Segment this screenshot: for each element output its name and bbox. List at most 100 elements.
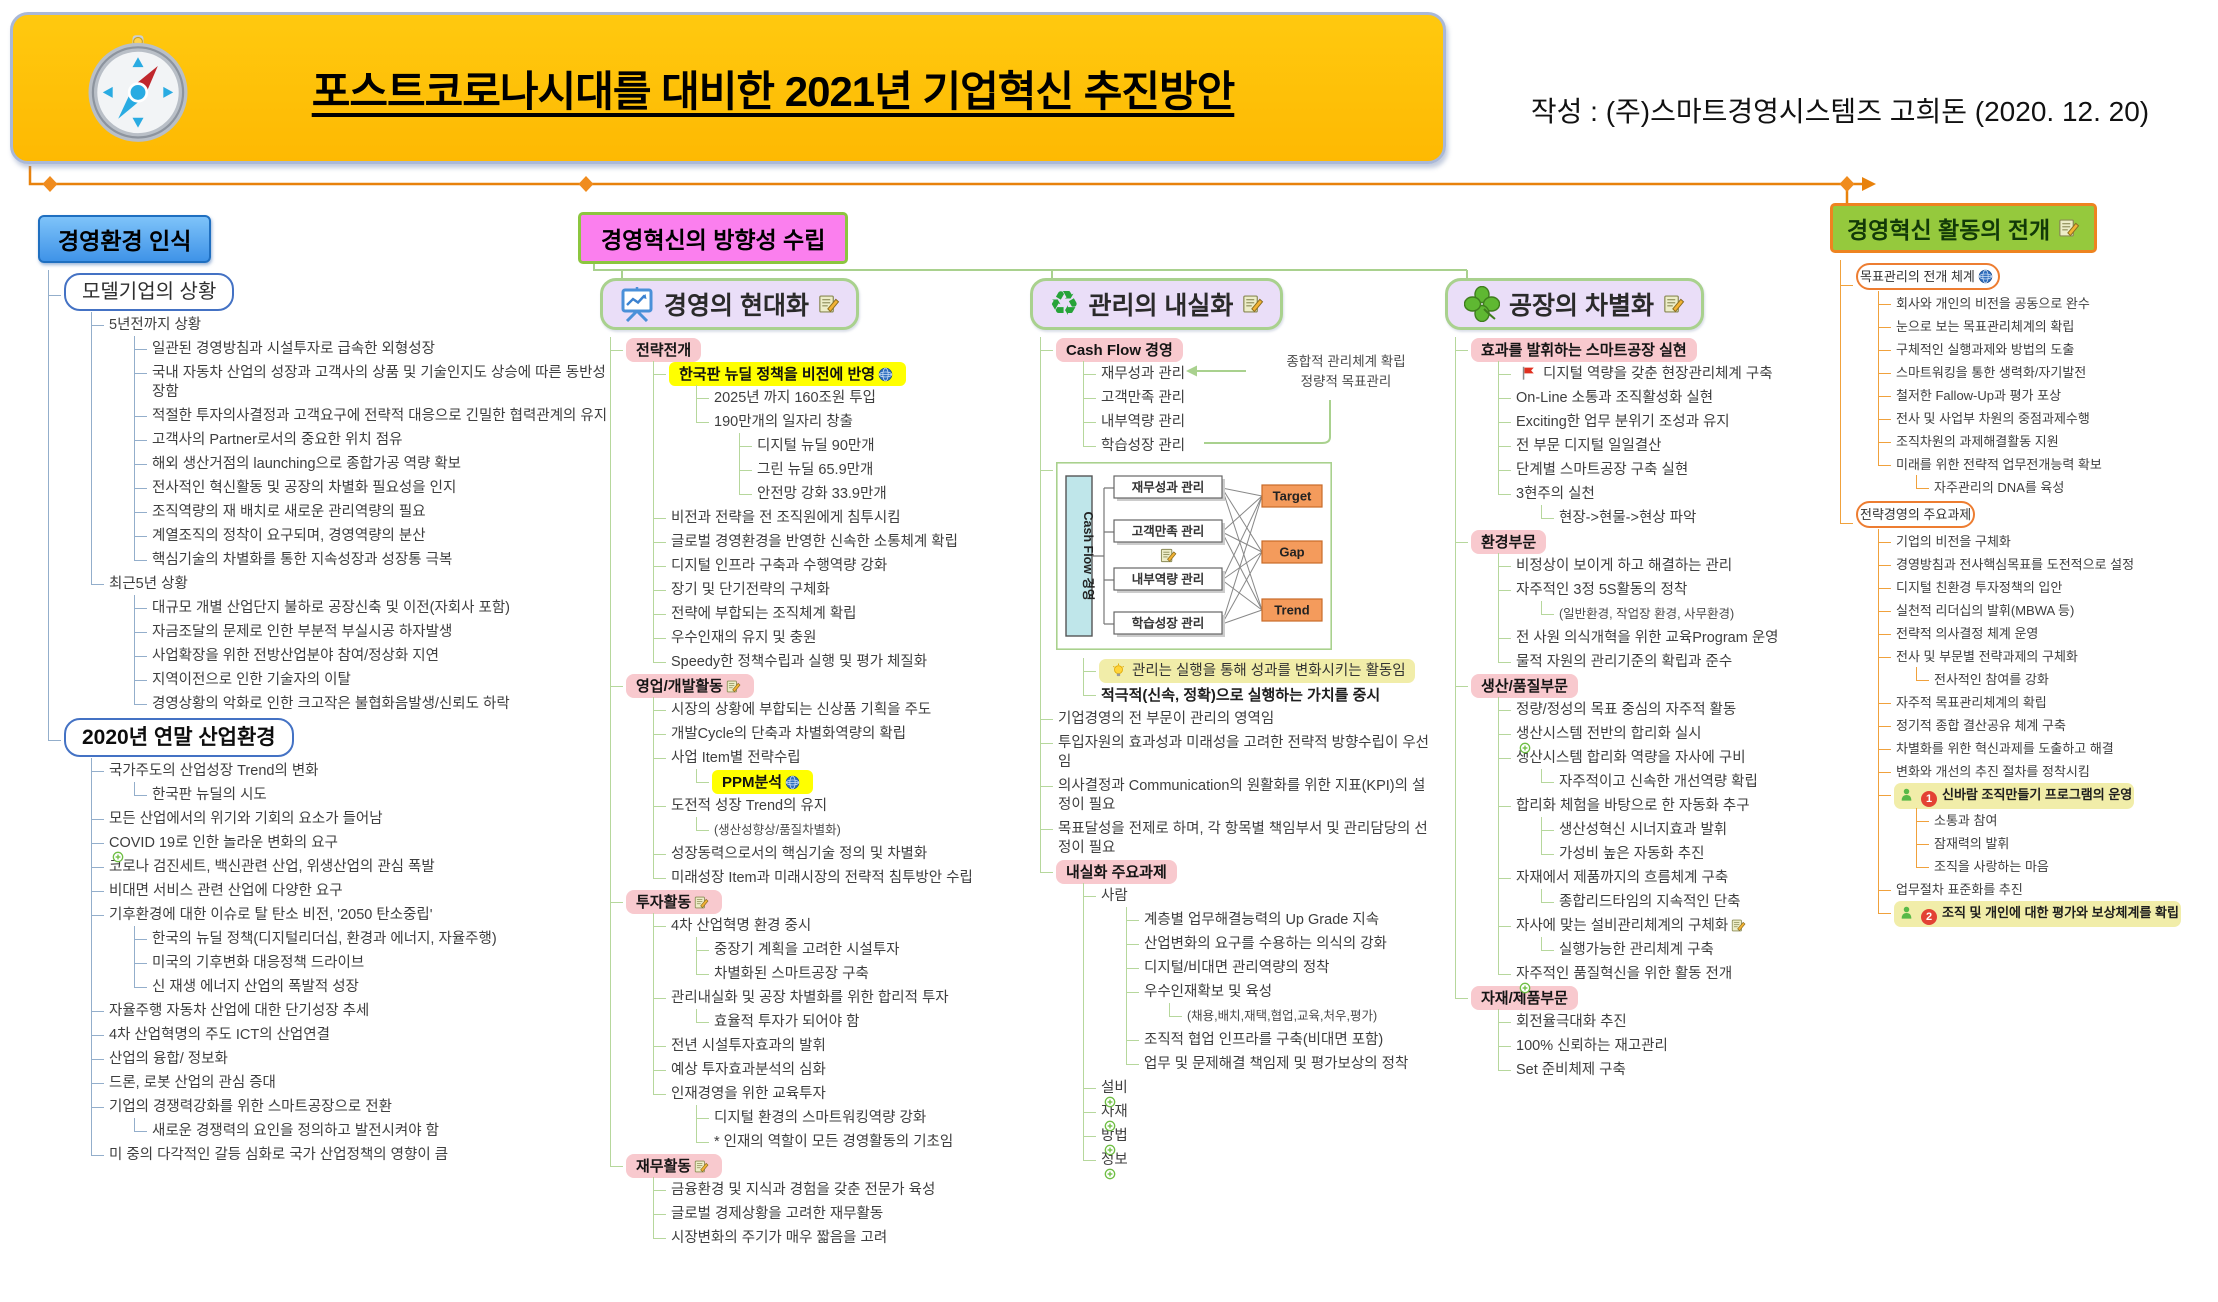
branch-environment-root[interactable]: 경영환경 인식	[38, 215, 212, 263]
tree-node[interactable]: 글로벌 경영환경을 반영한 신속한 소통체계 확립	[669, 530, 960, 554]
tree-node[interactable]: 디지털 역량을 갖춘 현장관리체계 구축	[1514, 362, 1775, 386]
tree-node[interactable]: 디지털 환경의 스마트워킹역량 강화	[712, 1106, 928, 1130]
tree-node[interactable]: 최근5년 상황	[107, 572, 190, 596]
tree-node[interactable]: * 인재의 역할이 모든 경영활동의 기초임	[712, 1130, 955, 1154]
tree-node[interactable]: 자주적인 품질혁신을 위한 활동 전개	[1514, 962, 1734, 986]
tree-node[interactable]: 전사 및 사업부 차원의 중점과제수행	[1894, 407, 2092, 430]
tree-node[interactable]: 업무절차 표준화를 추진	[1894, 878, 2025, 901]
tree-node[interactable]: 조직적 협업 인프라를 구축(비대면 포함)	[1142, 1028, 1385, 1052]
tree-node[interactable]: 생산/품질부문	[1471, 674, 1578, 698]
tree-node[interactable]: 모든 산업에서의 위기와 기회의 요소가 들어남	[107, 807, 385, 831]
tree-node[interactable]: 디지털 인프라 구축과 수행역량 강화	[669, 554, 889, 578]
tree-node[interactable]: 회전율극대화 추진	[1514, 1010, 1629, 1034]
tree-node[interactable]: 미래를 위한 전략적 업무전개능력 확보	[1894, 453, 2104, 476]
tree-node[interactable]: 국내 자동차 산업의 성장과 고객사의 상품 및 기술인지도 상승에 따른 동반…	[150, 361, 610, 404]
tree-node[interactable]: 한국판 뉴딜 정책을 비전에 반영	[669, 362, 907, 386]
tree-node[interactable]: (일반환경, 작업장 환경, 사무환경)	[1557, 602, 1736, 626]
tree-node[interactable]: 효과를 발휘하는 스마트공장 실현	[1471, 338, 1697, 362]
tree-node[interactable]: 설비	[1099, 1076, 1130, 1100]
tree-node[interactable]: 자재에서 제품까지의 흐름체계 구축	[1514, 866, 1730, 890]
tree-node[interactable]: 2 조직 및 개인에 대한 평가와 보상체계를 확립	[1894, 901, 2181, 927]
tree-node[interactable]: 미 중의 다각적인 갈등 심화로 국가 산업정책의 영향이 큼	[107, 1143, 450, 1167]
tree-node[interactable]: 4차 산업혁명 환경 중시	[669, 914, 813, 938]
tree-node[interactable]: 4차 산업혁명의 주도 ICT의 산업연결	[107, 1023, 332, 1047]
tree-node[interactable]: 안전망 강화 33.9만개	[755, 482, 889, 506]
tree-node[interactable]: 생산성혁신 시너지효과 발휘	[1557, 818, 1729, 842]
tree-node[interactable]: 전사 및 부문별 전략과제의 구체화	[1894, 645, 2080, 668]
globe-icon[interactable]	[878, 367, 893, 382]
tree-node[interactable]: 산업의 융합/ 정보화	[107, 1047, 230, 1071]
tree-node[interactable]: 투자활동	[626, 890, 723, 914]
tree-node[interactable]: 자재/제품부문	[1471, 986, 1578, 1010]
note-icon[interactable]	[726, 679, 741, 694]
tree-node[interactable]: 중장기 계획을 고려한 시설투자	[712, 938, 902, 962]
note-icon[interactable]	[694, 895, 709, 910]
tree-node[interactable]: 한국판 뉴딜의 시도	[150, 783, 269, 807]
globe-icon[interactable]	[785, 775, 800, 790]
tree-node[interactable]: 관리는 실행을 통해 성과를 변화시키는 활동임	[1099, 659, 1415, 683]
tree-node[interactable]: 경영상황의 악화로 인한 크고작은 불협화음발생/신뢰도 하락	[150, 692, 512, 716]
tree-node[interactable]: PPM분석	[712, 770, 814, 794]
tree-node[interactable]: 전략에 부합되는 조직체계 확립	[669, 602, 859, 626]
tree-node[interactable]: 종합리드타임의 지속적인 단축	[1557, 890, 1742, 914]
tree-node[interactable]: 전 부문 디지털 일일결산	[1514, 434, 1664, 458]
tree-node[interactable]: Speedy한 정책수립과 실행 및 평가 체질화	[669, 650, 929, 674]
tree-node[interactable]: 전 사원 의식개혁을 위한 교육Program 운영	[1514, 626, 1781, 650]
tree-node[interactable]: 회사와 개인의 비전을 공동으로 완수	[1894, 292, 2092, 315]
tree-node[interactable]: 투입자원의 효과성과 미래성을 고려한 전략적 방향수립이 우선임	[1056, 731, 1438, 774]
tree-node[interactable]: 차별화된 스마트공장 구축	[712, 962, 871, 986]
tree-node[interactable]: 사람	[1099, 884, 1130, 908]
tree-node[interactable]: 미국의 기후변화 대응정책 드라이브	[150, 951, 366, 975]
tree-node[interactable]: 재무성과 관리	[1099, 362, 1187, 386]
tree-node[interactable]: 경영방침과 전사핵심목표를 도전적으로 설정	[1894, 553, 2136, 576]
tree-node[interactable]: 기업의 비전을 구체화	[1894, 530, 2013, 553]
tree-node[interactable]: 성장동력으로서의 핵심기술 정의 및 차별화	[669, 842, 929, 866]
tree-node[interactable]: 목표달성을 전제로 하며, 각 항목별 책임부서 및 관리담당의 선정이 필요	[1056, 817, 1438, 860]
tree-node[interactable]: 비전과 전략을 전 조직원에게 침투시킴	[669, 506, 903, 530]
tree-node[interactable]: 디지털 뉴딜 90만개	[755, 434, 877, 458]
tree-node[interactable]: 일관된 경영방침과 시설투자로 급속한 외형성장	[150, 337, 437, 361]
expand-icon[interactable]	[1104, 1120, 1116, 1132]
note-icon[interactable]	[1663, 293, 1685, 315]
tree-node[interactable]: 차별화를 위한 혁신과제를 도출하고 해결	[1894, 737, 2116, 760]
tree-node[interactable]: 단계별 스마트공장 구축 실현	[1514, 458, 1690, 482]
tree-node[interactable]: 적극적(신속, 정확)으로 실행하는 가치를 중시	[1099, 683, 1382, 707]
tree-node[interactable]: 대규모 개별 산업단지 불하로 공장신축 및 이전(자회사 포함)	[150, 596, 512, 620]
tree-node[interactable]: 생산시스템 합리화 역량을 자사에 구비	[1514, 746, 1748, 770]
tree-node[interactable]: 영업/개발활동	[626, 674, 754, 698]
tree-node[interactable]: 금융환경 및 지식과 경험을 갖춘 전문가 육성	[669, 1178, 937, 1202]
branch-internal-header[interactable]: ♻ 관리의 내실화	[1030, 278, 1284, 330]
tree-node[interactable]: 5년전까지 상황	[107, 313, 203, 337]
tree-node[interactable]: 고객사의 Partner로서의 중요한 위치 점유	[150, 428, 404, 452]
tree-node[interactable]: 물적 자원의 관리기준의 확립과 준수	[1514, 650, 1734, 674]
tree-node[interactable]: 시장변화의 주기가 매우 짧음을 고려	[669, 1226, 889, 1250]
tree-node[interactable]: 목표관리의 전개 체계	[1856, 263, 2000, 290]
tree-node[interactable]: 그린 뉴딜 65.9만개	[755, 458, 875, 482]
tree-node[interactable]: 지역이전으로 인한 기술자의 이탈	[150, 668, 353, 692]
tree-node[interactable]: 의사결정과 Communication의 원활화를 위한 지표(KPI)의 설정…	[1056, 774, 1438, 817]
tree-node[interactable]: 장기 및 단기전략의 구체화	[669, 578, 832, 602]
tree-node[interactable]: 자율주행 자동차 산업에 대한 단기성장 추세	[107, 999, 371, 1023]
tree-node[interactable]: 100% 신뢰하는 재고관리	[1514, 1034, 1670, 1058]
tree-node[interactable]: 비대면 서비스 관련 산업에 다양한 요구	[107, 879, 345, 903]
tree-node[interactable]: 철저한 Fallow-Up과 평가 포상	[1894, 384, 2063, 407]
note-icon[interactable]	[2058, 217, 2080, 239]
tree-node[interactable]: 개발Cycle의 단축과 차별화역량의 확립	[669, 722, 908, 746]
tree-node[interactable]: 3현주의 실천	[1514, 482, 1597, 506]
expand-icon[interactable]	[1519, 742, 1531, 754]
tree-node[interactable]: 전략전개	[626, 338, 702, 362]
tree-node[interactable]: 한국의 뉴딜 정책(디지털리더십, 환경과 에너지, 자율주행)	[150, 927, 499, 951]
tree-node[interactable]: 계층별 업무해결능력의 Up Grade 지속	[1142, 908, 1381, 932]
tree-node[interactable]: 업무 및 문제해결 책임제 및 평가보상의 정착	[1142, 1052, 1410, 1076]
tree-node[interactable]: 우수인재확보 및 육성	[1142, 980, 1274, 1004]
tree-node[interactable]: 자사에 맞는 설비관리체계의 구체화	[1514, 914, 1751, 938]
branch-deployment-root[interactable]: 경영혁신 활동의 전개	[1830, 203, 2098, 253]
tree-node[interactable]: 우수인재의 유지 및 충원	[669, 626, 819, 650]
tree-node[interactable]: 디지털/비대면 관리역량의 정착	[1142, 956, 1332, 980]
tree-node[interactable]: 사업 Item별 전략수립	[669, 746, 803, 770]
tree-node[interactable]: 예상 투자효과분석의 심화	[669, 1058, 828, 1082]
tree-node[interactable]: (생산성향상/품질차별화)	[712, 818, 843, 842]
note-icon[interactable]	[818, 293, 840, 315]
tree-node[interactable]: COVID 19로 인한 놀라운 변화의 요구	[107, 831, 340, 855]
tree-node[interactable]: 전사적인 참여를 강화	[1932, 668, 2051, 691]
